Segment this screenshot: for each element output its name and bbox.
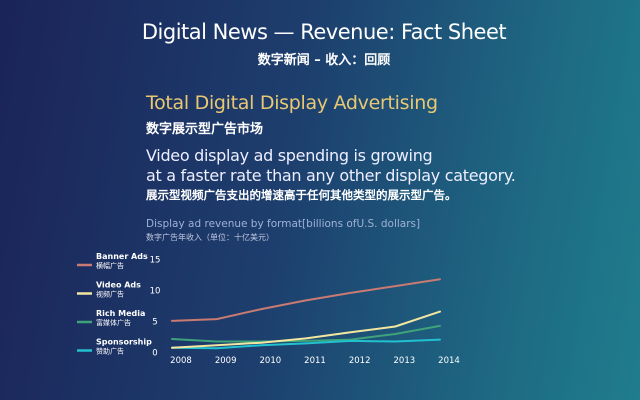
legend-label: Rich Media [96, 309, 145, 318]
legend-label: Banner Ads [96, 252, 148, 261]
y-tick-label: 5 [152, 318, 157, 328]
page-title: Digital News — Revenue: Fact Sheet [141, 20, 507, 44]
x-tick-label: 2011 [304, 356, 326, 366]
chart-title: Display ad revenue by format[billions of… [146, 218, 421, 230]
chart-subtitle: 数字广告年收入（单位：十亿美元） [146, 233, 274, 242]
y-tick-label: 0 [152, 349, 157, 359]
series-line-sponsorship [171, 338, 441, 350]
page-subtitle: 数字新闻 – 收入：回顾 [257, 53, 391, 68]
y-tick-label: 15 [150, 255, 161, 265]
section-title: Total Digital Display Advertising [146, 92, 438, 114]
y-tick-label: 10 [150, 286, 161, 296]
x-tick-label: 2010 [260, 356, 282, 366]
headline-line-1: Video display ad spending is growing [146, 146, 433, 165]
x-tick-label: 2013 [394, 356, 416, 366]
series-line-rich-media [171, 324, 441, 343]
legend-label-cn: 横幅广告 [96, 261, 124, 270]
x-tick-label: 2009 [215, 356, 237, 366]
headline-line-2: at a faster rate than any other display … [146, 166, 516, 185]
legend-label: Sponsorship [96, 338, 152, 347]
headline-chinese: 展示型视频广告支出的增速高于任何其他类型的展示型广告。 [146, 188, 457, 202]
legend-label: Video Ads [96, 281, 141, 290]
x-tick-label: 2014 [438, 356, 460, 366]
series-line-video-ads [171, 310, 441, 349]
x-tick-label: 2008 [170, 356, 192, 366]
legend-label-cn: 富媒体广告 [96, 318, 131, 327]
series-line-banner-ads [171, 278, 441, 322]
legend-label-cn: 赞助广告 [96, 347, 124, 356]
legend-label-cn: 视频广告 [96, 290, 124, 299]
section-subtitle: 数字展示型广告市场 [146, 122, 264, 137]
x-tick-label: 2012 [349, 356, 371, 366]
